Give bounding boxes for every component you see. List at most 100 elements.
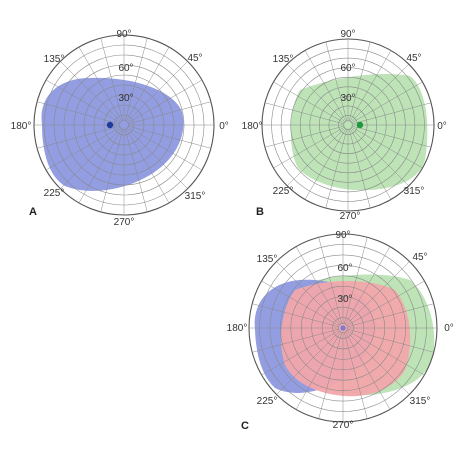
grid-spoke <box>351 81 423 124</box>
grid-spoke <box>273 81 345 124</box>
panel-b: 90° 45° 0° 315° 270° 225° 180° 135° 30° … <box>242 29 447 222</box>
angle-label-270: 270° <box>340 211 361 222</box>
angle-label-90: 90° <box>335 230 350 241</box>
grid-spoke <box>346 331 410 395</box>
grid-spoke <box>127 128 188 189</box>
grid-spoke <box>318 332 343 419</box>
grid-spoke <box>349 128 392 200</box>
polar-grid <box>248 233 438 423</box>
grid-spoke <box>304 128 347 200</box>
grid-spoke <box>264 102 344 125</box>
grid-spoke <box>351 126 423 169</box>
grid-spoke <box>352 125 432 148</box>
grid-spoke <box>346 261 410 325</box>
angle-label-0: 0° <box>444 323 454 334</box>
grid-spoke <box>347 328 434 353</box>
grid-spoke <box>264 125 344 148</box>
grid-spoke <box>276 261 340 325</box>
grid-spoke <box>37 125 120 149</box>
angle-label-225: 225° <box>44 188 65 199</box>
grid-spoke <box>127 127 203 171</box>
eccentricity-label-60: 60° <box>118 63 133 74</box>
right-eye-field <box>290 73 428 191</box>
grid-spoke <box>348 129 371 209</box>
grid-spoke <box>343 332 368 419</box>
grid-spoke <box>276 331 340 395</box>
grid-spoke <box>128 125 211 149</box>
panel-letter-b: B <box>256 206 264 218</box>
angle-label-135: 135° <box>257 254 278 265</box>
fixation-point <box>356 121 364 129</box>
angle-label-180: 180° <box>242 121 263 132</box>
angle-label-180: 180° <box>11 121 32 132</box>
grid-spoke <box>78 46 122 122</box>
fixation-point <box>340 325 346 331</box>
grid-spoke <box>128 101 211 125</box>
grid-spoke <box>347 303 434 328</box>
grid-spoke <box>127 61 188 122</box>
grid-spoke <box>325 41 348 121</box>
angle-label-45: 45° <box>406 53 421 64</box>
grid-spoke <box>325 129 348 209</box>
angle-label-225: 225° <box>257 396 278 407</box>
grid-spoke <box>60 128 121 189</box>
grid-spoke <box>45 127 121 171</box>
grid-spoke <box>346 280 425 326</box>
angle-label-270: 270° <box>333 420 354 431</box>
grid-spoke <box>350 127 409 186</box>
grid-spoke <box>127 79 203 123</box>
angle-label-315: 315° <box>404 186 425 197</box>
grid-spoke <box>124 129 148 212</box>
eccentricity-label-30: 30° <box>337 294 352 305</box>
grid-spoke <box>100 38 124 121</box>
grid-spoke <box>352 102 432 125</box>
grid-spoke <box>124 38 148 121</box>
angle-label-315: 315° <box>185 191 206 202</box>
angle-label-45: 45° <box>187 53 202 64</box>
angle-label-135: 135° <box>44 54 65 65</box>
eccentricity-label-30: 30° <box>340 93 355 104</box>
grid-spoke <box>252 328 339 353</box>
grid-spoke <box>100 129 124 212</box>
grid-spoke <box>273 126 345 169</box>
grid-spoke <box>345 331 391 410</box>
angle-label-315: 315° <box>410 396 431 407</box>
grid-spoke <box>346 330 425 376</box>
panel-letter-c: C <box>241 420 249 432</box>
grid-spoke <box>252 303 339 328</box>
grid-spoke <box>60 61 121 122</box>
grid-spoke <box>45 79 121 123</box>
panel-letter-a: A <box>29 206 37 218</box>
angle-label-135: 135° <box>273 54 294 65</box>
polar-grid <box>33 34 215 216</box>
grid-spoke <box>287 64 346 123</box>
grid-spoke <box>261 280 340 326</box>
eccentricity-label-30: 30° <box>118 93 133 104</box>
grid-spoke <box>261 330 340 376</box>
angle-label-0: 0° <box>219 121 229 132</box>
panel-c: 90° 45° 0° 315° 270° 225° 180° 135° 30° … <box>227 230 454 432</box>
grid-spoke <box>343 237 368 324</box>
angle-label-90: 90° <box>116 29 131 40</box>
angle-label-270: 270° <box>114 217 135 228</box>
grid-spoke <box>349 50 392 122</box>
angle-label-45: 45° <box>412 252 427 263</box>
angle-label-90: 90° <box>340 29 355 40</box>
grid-spoke <box>37 101 120 125</box>
grid-spoke <box>295 246 341 325</box>
grid-spoke <box>345 246 391 325</box>
eccentricity-label-60: 60° <box>337 263 352 274</box>
grid-spoke <box>126 128 170 204</box>
polar-grid <box>261 38 435 212</box>
grid-spoke <box>295 331 341 410</box>
grid-spoke <box>287 127 346 186</box>
eccentricity-label-60: 60° <box>340 63 355 74</box>
angle-label-0: 0° <box>437 121 447 132</box>
grid-spoke <box>126 46 170 122</box>
grid-spoke <box>348 41 371 121</box>
angle-label-225: 225° <box>273 186 294 197</box>
grid-spoke <box>318 237 343 324</box>
grid-spoke <box>78 128 122 204</box>
grid-spoke <box>304 50 347 122</box>
